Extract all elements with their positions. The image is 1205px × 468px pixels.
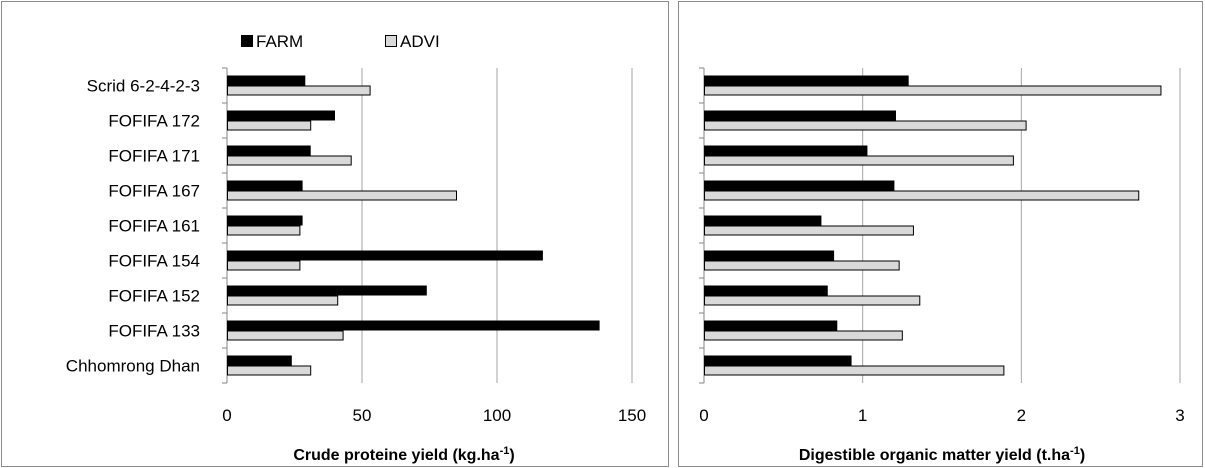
bar-advi [704,295,921,306]
legend-swatch-farm [241,35,253,47]
category-label: Scrid 6-2-4-2-3 [87,77,200,96]
bar-advi [704,365,1005,376]
bar-farm [704,355,852,366]
bar-farm [704,285,828,296]
bar-advi [227,365,312,376]
bar-farm [227,250,543,261]
legend-label-farm: FARM [256,32,303,51]
bar-farm [704,250,835,261]
x-axis-title-crude-protein: Crude proteine yield (kg.ha-1) [293,445,514,464]
bar-advi [704,155,1014,166]
bar-farm [704,110,896,121]
bar-farm [227,110,335,121]
x-tick-label: 100 [483,406,511,425]
category-label: FOFIFA 154 [108,252,200,271]
bar-advi [704,85,1162,96]
bar-advi [704,120,1027,131]
bar-farm [704,75,909,86]
x-tick-label: 3 [1175,406,1184,425]
x-axis-title-digestible-organic-matter: Digestible organic matter yield (t.ha-1) [799,445,1085,464]
bar-advi [704,225,914,236]
legend-label-advi: ADVI [400,32,440,51]
bar-farm [227,75,306,86]
panel-frame-left [1,1,669,467]
legend-swatch-advi [385,35,397,47]
category-label: FOFIFA 171 [108,147,200,166]
x-tick-label: 2 [1017,406,1026,425]
category-label: FOFIFA 167 [108,182,200,201]
bar-farm [704,180,895,191]
bar-advi [704,190,1140,201]
bar-farm [227,215,303,226]
panel-frame-right [678,1,1203,467]
bar-advi [227,190,457,201]
x-tick-label: 50 [353,406,372,425]
category-label: FOFIFA 133 [108,322,200,341]
bar-advi [227,120,312,131]
category-label: FOFIFA 152 [108,287,200,306]
bar-advi [227,260,301,271]
x-tick-label: 0 [222,406,231,425]
plot-digestible-organic-matter: 0 1 2 3 [699,67,1185,425]
legend: FARM ADVI [241,32,440,51]
bar-advi [704,260,900,271]
bar-advi [227,155,352,166]
bar-advi [227,330,344,341]
bar-farm [227,320,600,331]
x-tick-label: 150 [618,406,646,425]
plot-crude-protein: 0 50 100 150 Scrid 6-2-4-2-3 FOFIFA 172 FOFIFA… [66,67,646,425]
x-tick-label: 1 [858,406,867,425]
x-tick-label: 0 [699,406,708,425]
bar-advi [704,330,903,341]
bar-farm [227,180,303,191]
category-label: FOFIFA 161 [108,217,200,236]
bar-farm [227,355,292,366]
bar-farm [704,215,822,226]
bar-farm [704,320,838,331]
category-label: Chhomrong Dhan [66,357,200,376]
bar-advi [227,225,301,236]
bar-farm [704,145,868,156]
category-label: FOFIFA 172 [108,112,200,131]
bar-farm [227,145,311,156]
bar-farm [227,285,427,296]
bar-advi [227,295,339,306]
bar-advi [227,85,371,96]
